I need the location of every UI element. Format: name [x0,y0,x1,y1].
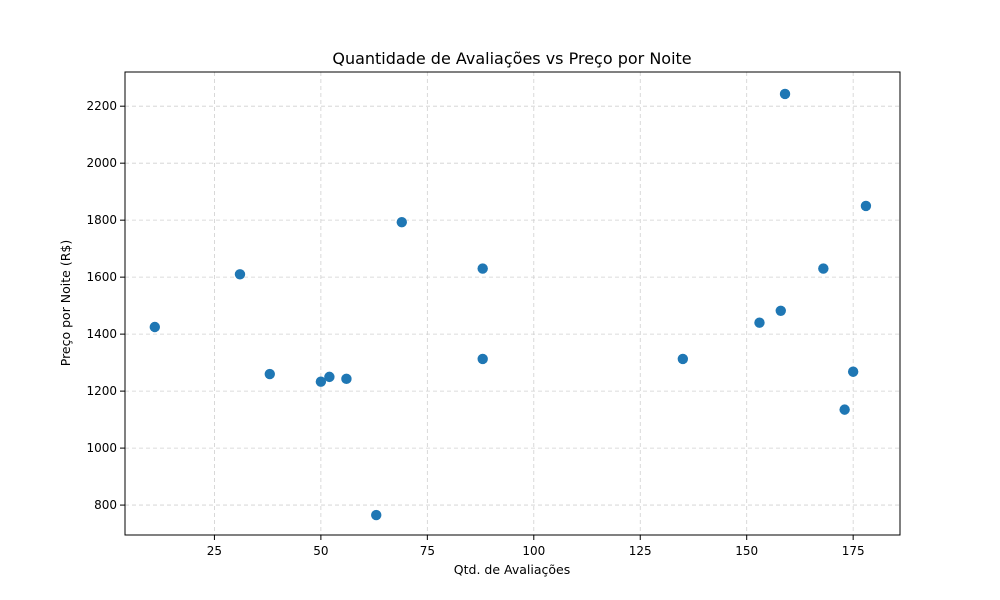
x-tick-label: 25 [207,544,222,558]
x-tick-label: 100 [522,544,545,558]
scatter-point [779,88,791,100]
scatter-point [324,371,335,383]
y-tick-label: 1000 [86,441,117,455]
chart-title: Quantidade de Avaliações vs Preço por No… [332,49,691,68]
scatter-point [775,305,786,316]
x-tick-label: 75 [420,544,435,558]
x-tick-label: 50 [313,544,328,558]
x-tick-label: 125 [629,544,652,558]
x-axis-label: Qtd. de Avaliações [454,562,570,577]
data-points [149,88,872,521]
y-tick-label: 1400 [86,327,117,341]
y-axis-ticks: 800 1000 1200 1400 1600 1800 2000 2200 [86,99,125,512]
scatter-point [264,368,275,380]
scatter-point [847,366,859,377]
y-tick-label: 1200 [86,384,117,398]
scatter-point [234,269,246,280]
scatter-point [477,263,488,274]
y-tick-label: 1800 [86,213,117,227]
scatter-point [477,353,488,365]
y-tick-label: 2000 [86,156,117,170]
scatter-point [677,353,689,365]
x-axis-ticks: 25 50 75 100 125 150 175 [207,535,865,558]
x-tick-label: 150 [735,544,758,558]
scatter-point [396,216,407,228]
scatter-point [860,200,872,212]
y-axis-label: Preço por Noite (R$) [58,240,73,367]
y-tick-label: 800 [94,498,117,512]
x-tick-label: 175 [842,544,865,558]
scatter-point [754,317,765,328]
plot-area-frame [124,71,901,536]
scatter-point [341,373,352,385]
scatter-point [315,376,327,387]
scatter-point [149,321,161,333]
scatter-point [818,263,829,274]
grid [125,72,900,535]
scatter-point [839,404,850,415]
scatter-point [371,509,382,521]
y-tick-label: 1600 [86,270,117,284]
y-tick-label: 2200 [86,99,117,113]
